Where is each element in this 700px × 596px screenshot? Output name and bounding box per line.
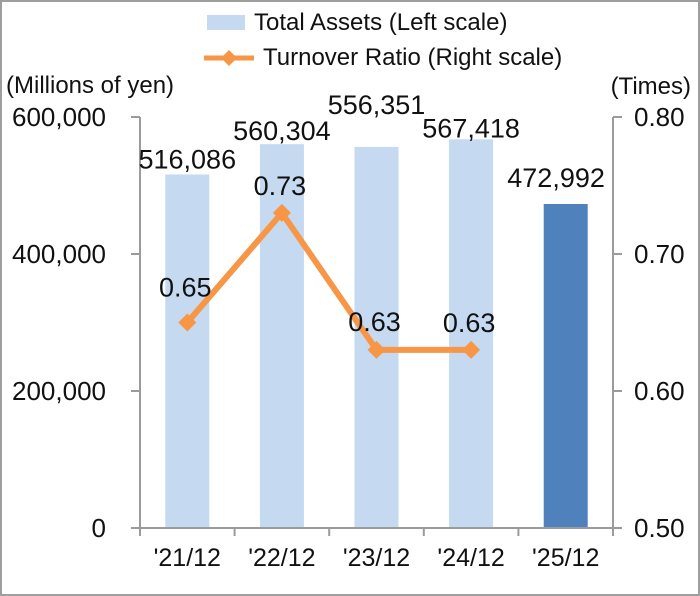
y-left-tick-label: 0 [92,513,106,543]
line-marker-diamond [367,340,386,359]
line-value-label: 0.73 [254,171,307,201]
bar-total-assets [259,144,304,528]
line-marker-diamond [178,313,197,332]
x-tick-label: '23/12 [343,544,410,572]
line-value-label: 0.65 [159,273,212,303]
bar-total-assets [543,204,588,528]
y-right-tick-label: 0.80 [634,102,685,132]
bar-total-assets [449,139,494,528]
x-tick-label: '24/12 [437,544,504,572]
x-tick-label: '21/12 [154,544,221,572]
bar-value-label: 560,304 [233,116,331,146]
legend-item-turnover-ratio: Turnover Ratio (Right scale) [204,42,562,73]
line-value-label: 0.63 [443,308,496,338]
y-left-tick-label: 600,000 [12,102,106,132]
left-axis-title: (Millions of yen) [6,72,175,99]
legend-label-turnover-ratio: Turnover Ratio (Right scale) [263,43,563,71]
bar-total-assets [165,174,210,529]
bar-value-label: 472,992 [507,163,605,193]
x-tick-label: '22/12 [248,544,315,572]
chart-legend: Total Assets (Left scale) Turnover Ratio… [204,7,562,73]
right-axis-title: (Times) [610,73,691,100]
bar-value-label: 516,086 [138,144,236,174]
total-assets-swatch-icon [207,15,245,30]
y-right-tick-label: 0.60 [634,376,685,406]
y-right-tick-label: 0.50 [634,513,685,543]
legend-item-total-assets: Total Assets (Left scale) [204,7,562,38]
y-right-tick-label: 0.70 [634,239,685,269]
line-value-label: 0.63 [348,307,401,337]
y-left-tick-label: 400,000 [12,239,106,269]
line-marker-diamond [272,203,291,222]
y-left-tick-label: 200,000 [12,376,106,406]
line-marker-diamond [462,340,481,359]
turnover-ratio-swatch-icon [204,49,254,66]
turnover-ratio-line [184,209,475,353]
bar-value-label: 567,418 [422,113,520,143]
bar-value-label: 556,351 [328,90,426,120]
x-tick-label: '25/12 [532,544,599,572]
bar-total-assets [354,146,399,528]
legend-label-total-assets: Total Assets (Left scale) [254,8,508,36]
